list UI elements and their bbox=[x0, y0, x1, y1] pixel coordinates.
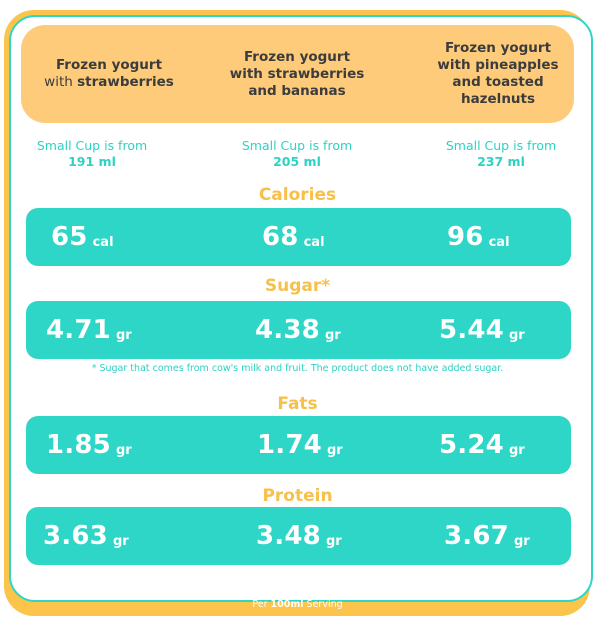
cup-size-label: Small Cup is from bbox=[241, 138, 353, 153]
calories-bar: 65 cal 68 cal 96 cal bbox=[26, 208, 571, 266]
value-number: 1.74 bbox=[257, 430, 322, 460]
fats-value-1: 1.85 gr bbox=[46, 416, 132, 474]
value-number: 5.44 bbox=[439, 315, 504, 345]
value-unit: gr bbox=[508, 442, 525, 458]
protein-value-2: 3.48 gr bbox=[256, 507, 342, 565]
sugar-bar: 4.71 gr 4.38 gr 5.44 gr bbox=[26, 301, 571, 359]
fats-value-3: 5.24 gr bbox=[439, 416, 525, 474]
value-unit: cal bbox=[92, 234, 114, 250]
product-1-title: Frozen yogurt bbox=[55, 57, 163, 73]
cup-size-2: Small Cup is from 205 ml bbox=[217, 138, 377, 170]
value-unit: gr bbox=[325, 533, 342, 549]
value-unit: gr bbox=[324, 327, 341, 343]
protein-value-1: 3.63 gr bbox=[43, 507, 129, 565]
value-number: 4.38 bbox=[255, 315, 320, 345]
calories-value-3: 96 cal bbox=[447, 208, 510, 266]
value-number: 68 bbox=[262, 222, 299, 252]
value-number: 1.85 bbox=[46, 430, 111, 460]
value-unit: cal bbox=[488, 234, 510, 250]
product-name-strawberries: Frozen yogurt with strawberries bbox=[29, 25, 189, 123]
fats-bar: 1.85 gr 1.74 gr 5.24 gr bbox=[26, 416, 571, 474]
product-3-line4: hazelnuts bbox=[460, 91, 536, 107]
cup-size-amount: 205 ml bbox=[273, 154, 321, 169]
product-1-fruit: strawberries bbox=[77, 74, 174, 90]
product-name-pineapples-hazelnuts: Frozen yogurt with pineapples and toaste… bbox=[418, 25, 578, 123]
cup-size-1: Small Cup is from 191 ml bbox=[12, 138, 172, 170]
cup-size-amount: 191 ml bbox=[68, 154, 116, 169]
sugar-value-2: 4.38 gr bbox=[255, 301, 341, 359]
value-number: 3.63 bbox=[43, 521, 108, 551]
value-unit: cal bbox=[303, 234, 325, 250]
product-3-line1: Frozen yogurt bbox=[444, 40, 552, 56]
value-unit: gr bbox=[508, 327, 525, 343]
protein-value-3: 3.67 gr bbox=[444, 507, 530, 565]
value-unit: gr bbox=[326, 442, 343, 458]
cup-size-amount: 237 ml bbox=[477, 154, 525, 169]
product-1-with: with bbox=[44, 74, 73, 90]
serving-prefix: Per bbox=[252, 599, 268, 610]
sugar-value-3: 5.44 gr bbox=[439, 301, 525, 359]
cup-size-label: Small Cup is from bbox=[36, 138, 148, 153]
protein-title: Protein bbox=[262, 486, 333, 506]
value-number: 3.67 bbox=[444, 521, 509, 551]
sugar-title: Sugar* bbox=[264, 276, 331, 296]
protein-bar: 3.63 gr 3.48 gr 3.67 gr bbox=[26, 507, 571, 565]
value-number: 3.48 bbox=[256, 521, 321, 551]
product-2-line2: with strawberries bbox=[229, 65, 365, 82]
fats-title: Fats bbox=[277, 394, 318, 414]
cup-size-label: Small Cup is from bbox=[445, 138, 557, 153]
value-number: 5.24 bbox=[439, 430, 504, 460]
cup-size-3: Small Cup is from 237 ml bbox=[421, 138, 581, 170]
value-unit: gr bbox=[112, 533, 129, 549]
product-name-strawberries-bananas: Frozen yogurt with strawberries and bana… bbox=[217, 25, 377, 123]
value-number: 65 bbox=[51, 222, 88, 252]
value-number: 96 bbox=[447, 222, 484, 252]
fats-value-2: 1.74 gr bbox=[257, 416, 343, 474]
calories-title: Calories bbox=[258, 185, 337, 205]
product-3-line3: and toasted bbox=[452, 74, 544, 90]
sugar-value-1: 4.71 gr bbox=[46, 301, 132, 359]
value-unit: gr bbox=[115, 442, 132, 458]
value-number: 4.71 bbox=[46, 315, 111, 345]
product-3-line2: with pineapples bbox=[437, 57, 559, 73]
serving-suffix: Serving bbox=[306, 599, 343, 610]
sugar-footnote: * Sugar that comes from cow's milk and f… bbox=[91, 363, 504, 374]
calories-value-2: 68 cal bbox=[262, 208, 325, 266]
calories-value-1: 65 cal bbox=[51, 208, 114, 266]
product-2-line1: Frozen yogurt bbox=[243, 48, 351, 65]
product-header: Frozen yogurt with strawberries Frozen y… bbox=[21, 25, 574, 123]
product-2-line3: and bananas bbox=[248, 82, 346, 99]
serving-note: Per 100ml Serving bbox=[0, 599, 595, 610]
value-unit: gr bbox=[513, 533, 530, 549]
value-unit: gr bbox=[115, 327, 132, 343]
serving-amount: 100ml bbox=[270, 599, 304, 610]
